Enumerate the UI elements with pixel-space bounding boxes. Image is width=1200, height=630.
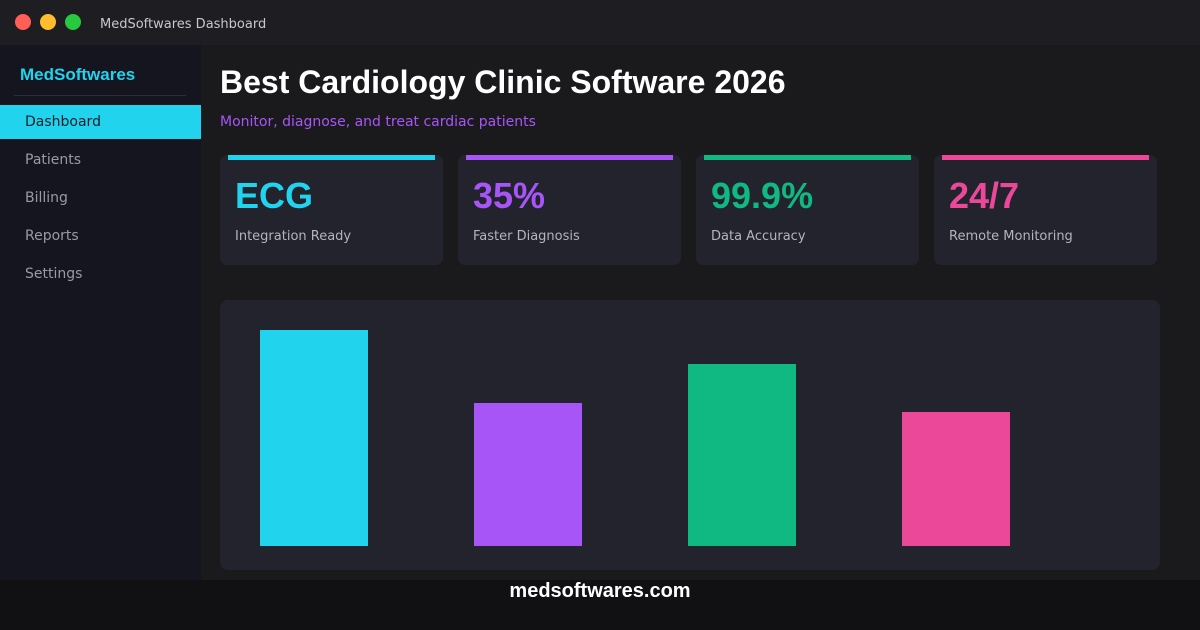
title-bar: MedSoftwares Dashboard: [0, 0, 1200, 45]
close-button[interactable]: [15, 14, 31, 30]
stat-label: Remote Monitoring: [949, 229, 1073, 244]
stat-value: 99.9%: [711, 175, 814, 216]
card-accent: [228, 155, 435, 160]
stat-card: 99.9% Data Accuracy: [696, 155, 919, 265]
brand: MedSoftwares: [20, 65, 136, 84]
minimize-button[interactable]: [40, 14, 56, 30]
stat-card: 35% Faster Diagnosis: [458, 155, 681, 265]
bar: [902, 412, 1010, 546]
nav-item[interactable]: Reports: [25, 228, 79, 244]
stat-card: 24/7 Remote Monitoring: [934, 155, 1157, 265]
stat-value: 35%: [473, 175, 546, 216]
stat-label: Integration Ready: [235, 229, 352, 244]
chart-panel: [220, 300, 1160, 570]
bar: [688, 364, 796, 546]
stat-card: ECG Integration Ready: [220, 155, 443, 265]
stat-value: 24/7: [949, 175, 1020, 216]
chart: [260, 330, 1010, 546]
nav-item[interactable]: Billing: [25, 190, 68, 206]
divider: [14, 95, 186, 96]
bar: [260, 330, 368, 546]
page-subtitle: Monitor, diagnose, and treat cardiac pat…: [220, 114, 536, 130]
stat-label: Data Accuracy: [711, 229, 806, 244]
sidebar: MedSoftwares Dashboard Patients Billing Rep…: [0, 45, 201, 580]
card-accent: [704, 155, 911, 160]
nav-item[interactable]: Patients: [25, 152, 82, 168]
bar: [474, 403, 582, 546]
maximize-button[interactable]: [65, 14, 81, 30]
nav-item[interactable]: Settings: [25, 266, 83, 282]
stat-value: ECG: [235, 175, 314, 216]
card-accent: [942, 155, 1149, 160]
stat-label: Faster Diagnosis: [473, 229, 580, 244]
page-title: Best Cardiology Clinic Software 2026: [220, 64, 786, 100]
footer: medsoftwares.com: [0, 580, 1200, 630]
window-title: MedSoftwares Dashboard: [100, 17, 267, 32]
card-accent: [466, 155, 673, 160]
nav-item[interactable]: Dashboard: [0, 105, 201, 139]
